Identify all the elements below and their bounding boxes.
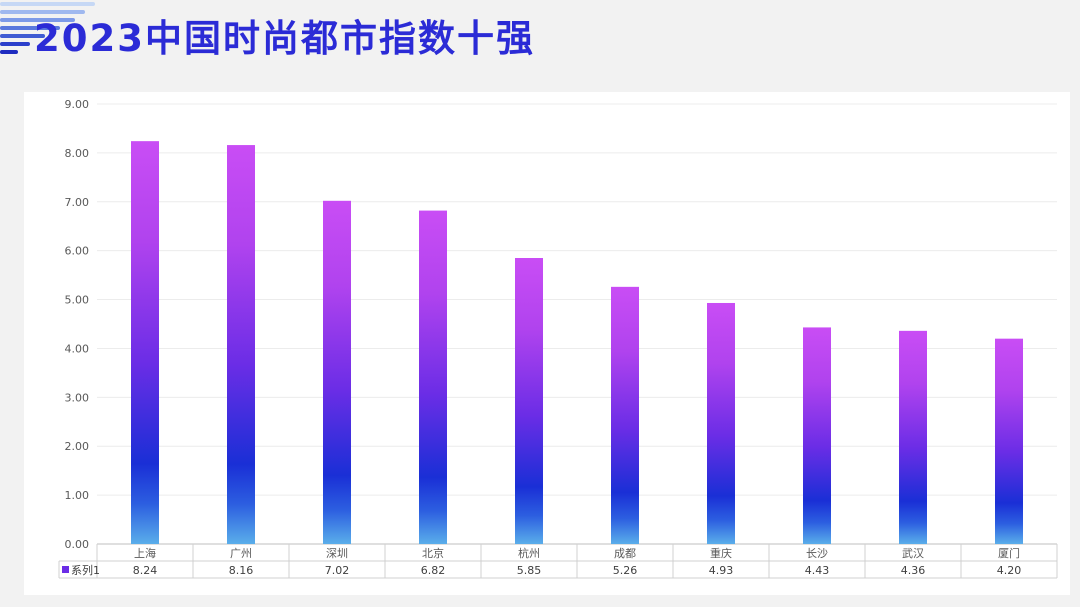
bar [323, 200, 351, 545]
bar [611, 286, 639, 544]
bars [131, 141, 1023, 545]
category-label: 长沙 [806, 547, 828, 560]
category-label: 杭州 [518, 546, 540, 560]
value-label: 5.26 [613, 564, 638, 577]
category-label: 上海 [134, 546, 156, 560]
value-label: 8.24 [133, 564, 158, 577]
gridlines [97, 103, 1057, 545]
value-label: 4.43 [805, 564, 830, 577]
y-tick-label: 4.00 [65, 342, 90, 355]
chart-panel: 0.00 1.00 2.00 3.00 4.00 5.00 6.00 7.00 8.00 9.00… [24, 92, 1070, 595]
y-tick-label: 6.00 [65, 245, 90, 258]
bar [131, 141, 159, 544]
y-tick-label: 7.00 [65, 196, 90, 209]
category-label: 成都 [614, 547, 636, 560]
page-title: 2023中国时尚都市指数十强 [34, 17, 535, 60]
category-label: 厦门 [998, 546, 1020, 560]
bar [899, 330, 927, 544]
bar-chart: 0.00 1.00 2.00 3.00 4.00 5.00 6.00 7.00 8.00 9.00… [58, 98, 1058, 579]
value-label: 4.93 [709, 564, 734, 577]
bar [419, 210, 447, 545]
value-label: 5.85 [517, 564, 542, 577]
value-label: 8.16 [229, 564, 254, 577]
logo-stripes-icon [0, 2, 95, 54]
legend-label: 系列1 [71, 563, 100, 577]
value-label: 7.02 [325, 564, 350, 577]
value-label: 4.36 [901, 564, 926, 577]
y-tick-label: 0.00 [65, 538, 90, 551]
value-label: 4.20 [997, 564, 1022, 577]
y-tick-label: 9.00 [65, 98, 90, 111]
category-label: 深圳 [326, 547, 348, 560]
y-tick-label: 1.00 [65, 489, 90, 502]
bar [803, 327, 831, 544]
category-label: 武汉 [902, 547, 924, 560]
y-tick-label: 8.00 [65, 147, 90, 160]
y-tick-label: 3.00 [65, 391, 90, 404]
y-tick-label: 2.00 [65, 440, 90, 453]
legend-swatch [62, 566, 69, 573]
y-tick-label: 5.00 [65, 294, 90, 307]
bar [707, 302, 735, 544]
bar [995, 338, 1023, 544]
data-table: 上海 8.24 广州 8.16 深圳 7.02 北京 6.82 杭州 5.85 成都 5.26 重庆 4.… [58, 544, 1058, 579]
value-label: 6.82 [421, 564, 446, 577]
category-label: 广州 [230, 547, 252, 560]
bar [515, 258, 543, 544]
category-label: 北京 [422, 546, 444, 560]
logo-stripes-decoration [0, 2, 95, 54]
y-axis-tick-labels: 0.00 1.00 2.00 3.00 4.00 5.00 6.00 7.00 8.00 9.00 [65, 98, 90, 551]
bar [227, 145, 255, 545]
category-label: 重庆 [710, 546, 732, 560]
